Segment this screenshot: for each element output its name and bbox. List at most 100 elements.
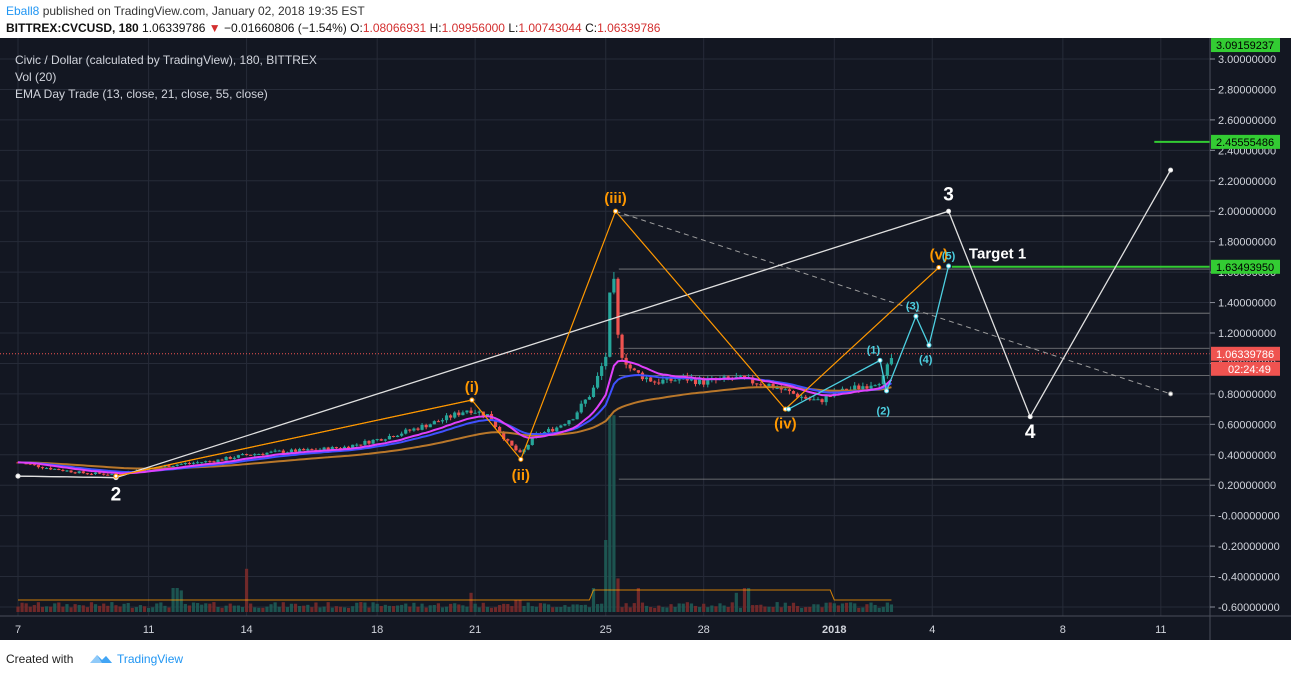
volume-bar — [204, 603, 208, 612]
last-price: 1.06339786 — [142, 21, 206, 35]
volume-bar — [449, 603, 453, 612]
tradingview-brand[interactable]: TradingView — [117, 652, 184, 666]
volume-bar — [102, 603, 106, 612]
volume-bar — [575, 604, 579, 612]
candle-body — [347, 446, 351, 449]
candle-body — [755, 383, 759, 385]
close-value: 1.06339786 — [597, 21, 661, 35]
volume-bar — [840, 603, 845, 612]
candle-body — [595, 375, 600, 388]
candle-body — [824, 396, 828, 403]
volume-bar — [665, 607, 669, 612]
ema55-line — [17, 386, 892, 470]
candle-body — [432, 421, 436, 425]
volume-bar — [277, 606, 281, 612]
candle-body — [98, 472, 102, 474]
candle-body — [604, 356, 608, 367]
volume-bar — [493, 607, 498, 612]
candle-body — [832, 391, 836, 397]
target2-price-tag-bg — [1211, 134, 1280, 149]
volume-bar — [849, 602, 853, 612]
candle-body — [440, 420, 445, 422]
volume-bar — [681, 603, 685, 612]
volume-bar — [183, 603, 187, 612]
volume-bar — [159, 602, 163, 612]
volume-bar — [404, 603, 408, 612]
candle-body — [457, 412, 461, 416]
volume-bar — [620, 607, 624, 612]
candle-body — [216, 459, 220, 463]
countdown-tag-bg — [1211, 361, 1280, 376]
symbol-ohlc-line: BITTREX:CVCUSD, 180 1.06339786 ▼ −0.0166… — [6, 21, 660, 35]
candle-body — [877, 384, 881, 386]
chart-area[interactable]: 2 3 4 Target 1 (i) (ii) (iii) (iv) (v) (1) (2) (3) (… — [0, 38, 1291, 640]
volume-bar — [118, 606, 122, 612]
price-chart[interactable]: 2 3 4 Target 1 (i) (ii) (iii) (iv) (v) (1) (2) (3) (… — [0, 38, 1291, 640]
time-tick-label: 25 — [600, 624, 612, 636]
volume-bar — [420, 603, 424, 612]
candle-body — [355, 444, 359, 446]
candle-body — [359, 444, 363, 446]
candle-body — [502, 432, 506, 440]
candle-body — [787, 389, 792, 392]
volume-bar — [187, 605, 192, 612]
time-tick-label: 11 — [143, 624, 154, 636]
volume-bar — [624, 603, 628, 612]
ema-lines — [17, 359, 893, 475]
candle-body — [616, 278, 620, 335]
price-tick-label: 0.20000000 — [1218, 480, 1276, 492]
volume-bar — [73, 604, 77, 612]
open-value: 1.08066931 — [362, 21, 427, 35]
candle-body — [555, 427, 559, 432]
volume-bar — [28, 606, 32, 612]
wave-label-6: (iii) — [604, 190, 627, 207]
time-tick-label: 18 — [371, 624, 383, 636]
candle-body — [865, 386, 869, 389]
orange-wave-line-point — [469, 397, 475, 403]
volume-bar — [134, 607, 138, 612]
wave-label-10: (2) — [877, 406, 891, 418]
candle-body — [40, 467, 45, 469]
candle-body — [506, 439, 510, 441]
candle-body — [722, 376, 726, 379]
candle-body — [808, 398, 812, 400]
candle-body — [36, 464, 41, 468]
candle-body — [167, 465, 171, 467]
candle-body — [800, 396, 804, 398]
volume-bar — [775, 602, 779, 612]
candle-body — [412, 428, 416, 431]
candle-body — [759, 384, 763, 386]
volume-bar — [69, 607, 73, 612]
candle-body — [371, 439, 375, 444]
candle-body — [400, 433, 404, 436]
volume-bar — [591, 588, 596, 612]
volume-bar — [530, 606, 534, 612]
volume-bar — [351, 606, 355, 612]
author-link[interactable]: Eball8 — [6, 4, 40, 18]
volume-bar — [730, 602, 734, 612]
volume-bar — [571, 604, 575, 612]
published-text: published on TradingView.com, January 02… — [42, 4, 365, 18]
tradingview-cloud-icon[interactable] — [88, 650, 114, 666]
candle-body — [32, 464, 36, 466]
volume-bar — [628, 607, 632, 612]
volume-bar — [49, 606, 53, 612]
candle-body — [93, 472, 98, 475]
candle-body — [375, 439, 379, 441]
volume-bar — [828, 602, 832, 612]
price-tick-label: -0.00000000 — [1218, 511, 1280, 523]
wave-label-7: (iv) — [774, 415, 797, 432]
volume-bar — [657, 605, 661, 612]
volume-bar — [718, 603, 722, 612]
candle-body — [306, 449, 310, 451]
cyan-wave-line — [788, 265, 950, 410]
candle-body — [179, 463, 183, 465]
volume-bar — [416, 606, 420, 612]
volume-bar — [542, 603, 547, 612]
candle-body — [771, 383, 775, 389]
candle-body — [53, 468, 57, 470]
candle-body — [869, 385, 873, 389]
volume-bar — [432, 605, 436, 612]
candle-body — [644, 377, 649, 380]
candle-body — [289, 449, 294, 453]
